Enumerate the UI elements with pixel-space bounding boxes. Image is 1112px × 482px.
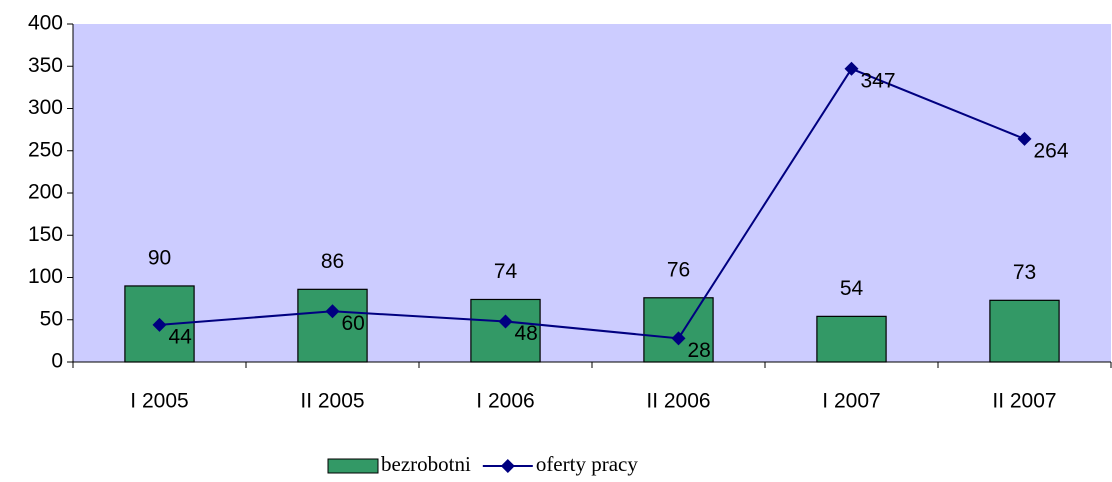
bar: [989, 299, 1060, 363]
x-tick-label: II 2006: [646, 390, 710, 413]
x-tick-label: II 2005: [300, 390, 364, 413]
x-tick-label: I 2005: [130, 390, 188, 413]
y-tick-label: 0: [51, 350, 63, 373]
bar: [643, 297, 714, 363]
data-label: 28: [688, 339, 711, 362]
x-tick-label: II 2007: [992, 390, 1056, 413]
y-tick-label: 50: [40, 307, 63, 330]
bar: [816, 315, 887, 363]
data-label: 73: [1013, 261, 1036, 284]
data-label: 264: [1034, 139, 1069, 162]
marker: [152, 317, 167, 332]
bar: [297, 288, 368, 363]
y-tick-label: 150: [28, 223, 63, 246]
x-tick-label: I 2006: [476, 390, 534, 413]
y-tick-label: 300: [28, 96, 63, 119]
data-label: 48: [515, 322, 538, 345]
marker: [1017, 131, 1032, 146]
marker: [671, 331, 686, 346]
plot-area: [73, 24, 1111, 362]
data-label: 86: [321, 250, 344, 273]
y-tick-label: 100: [28, 265, 63, 288]
marker: [844, 61, 859, 76]
data-label: 90: [148, 246, 171, 269]
data-label: 54: [840, 277, 864, 300]
legend-label: bezrobotni: [381, 452, 471, 476]
marker: [325, 304, 340, 319]
line: [159, 67, 1025, 340]
legend-label: oferty pracy: [536, 452, 639, 476]
data-label: 60: [342, 312, 365, 335]
data-label: 74: [494, 260, 518, 283]
bar: [470, 298, 541, 363]
x-tick-label: I 2007: [822, 390, 880, 413]
y-tick-label: 250: [28, 138, 63, 161]
data-label: 44: [169, 325, 193, 348]
legend-marker: [500, 459, 515, 473]
y-tick-label: 400: [28, 12, 63, 35]
y-tick-label: 350: [28, 54, 63, 77]
y-tick-label: 200: [28, 181, 63, 204]
data-label: 347: [861, 69, 896, 92]
data-label: 76: [667, 258, 690, 281]
marker: [498, 314, 513, 329]
legend-swatch: [327, 458, 379, 474]
